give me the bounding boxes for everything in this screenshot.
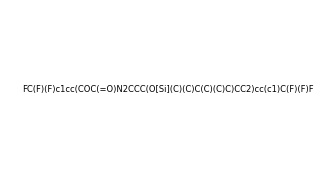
Text: FC(F)(F)c1cc(COC(=O)N2CCC(O[Si](C)(C)C(C)(C)C)CC2)cc(c1)C(F)(F)F: FC(F)(F)c1cc(COC(=O)N2CCC(O[Si](C)(C)C(C… xyxy=(22,85,314,94)
